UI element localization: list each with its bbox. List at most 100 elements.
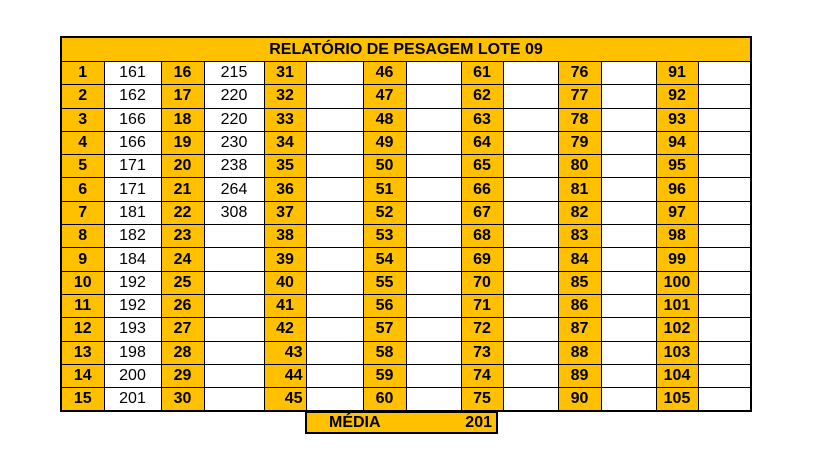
weight-cell[interactable]: 192 [103, 293, 162, 319]
weight-cell[interactable] [600, 293, 657, 319]
weight-cell[interactable] [405, 130, 462, 156]
weight-cell[interactable] [203, 293, 265, 319]
weight-cell[interactable] [697, 317, 752, 342]
weight-cell[interactable]: 230 [203, 130, 265, 156]
weight-cell[interactable] [600, 224, 657, 249]
weight-cell[interactable] [305, 130, 364, 156]
weight-cell[interactable] [502, 293, 559, 319]
weight-cell[interactable] [697, 247, 752, 272]
weight-cell[interactable] [697, 107, 752, 132]
weight-cell[interactable] [600, 247, 657, 272]
weight-cell[interactable]: 220 [203, 107, 265, 132]
weight-cell[interactable]: 264 [203, 177, 265, 202]
weight-cell[interactable] [600, 340, 657, 365]
weight-cell[interactable] [502, 107, 559, 132]
weight-cell[interactable] [502, 224, 559, 249]
weight-cell[interactable]: 238 [203, 154, 265, 179]
weight-cell[interactable] [600, 177, 657, 202]
weight-cell[interactable] [697, 224, 752, 249]
weight-cell[interactable] [697, 387, 752, 412]
weight-cell[interactable] [600, 130, 657, 156]
weight-cell[interactable] [600, 270, 657, 295]
weight-cell[interactable] [305, 200, 364, 226]
weight-cell[interactable]: 220 [203, 84, 265, 109]
weight-cell[interactable]: 184 [103, 247, 162, 272]
weight-cell[interactable]: 215 [203, 60, 265, 86]
weight-cell[interactable]: 162 [103, 84, 162, 109]
weight-cell[interactable] [405, 293, 462, 319]
weight-cell[interactable] [697, 177, 752, 202]
weight-cell[interactable] [600, 387, 657, 412]
weight-cell[interactable] [502, 200, 559, 226]
weight-cell[interactable] [502, 154, 559, 179]
weight-cell[interactable] [697, 340, 752, 365]
weight-cell[interactable] [305, 177, 364, 202]
weight-cell[interactable]: 181 [103, 200, 162, 226]
weight-cell[interactable] [405, 363, 462, 389]
weight-cell[interactable] [405, 154, 462, 179]
weight-cell[interactable] [600, 317, 657, 342]
weight-cell[interactable] [405, 107, 462, 132]
weight-cell[interactable] [600, 60, 657, 86]
weight-cell[interactable] [305, 363, 364, 389]
weight-cell[interactable] [305, 224, 364, 249]
weight-cell[interactable] [405, 84, 462, 109]
weight-cell[interactable] [697, 60, 752, 86]
weight-cell[interactable] [502, 340, 559, 365]
weight-cell[interactable]: 161 [103, 60, 162, 86]
weight-cell[interactable] [502, 270, 559, 295]
weight-cell[interactable] [405, 200, 462, 226]
weight-cell[interactable] [405, 177, 462, 202]
weight-cell[interactable]: 198 [103, 340, 162, 365]
weight-cell[interactable]: 166 [103, 107, 162, 132]
weight-cell[interactable]: 201 [103, 387, 162, 412]
weight-cell[interactable]: 171 [103, 177, 162, 202]
weight-cell[interactable] [502, 130, 559, 156]
weight-cell[interactable]: 192 [103, 270, 162, 295]
weight-cell[interactable] [305, 107, 364, 132]
weight-cell[interactable] [203, 224, 265, 249]
weight-cell[interactable] [697, 363, 752, 389]
weight-cell[interactable]: 182 [103, 224, 162, 249]
weight-cell[interactable] [305, 387, 364, 412]
weight-cell[interactable] [502, 247, 559, 272]
weight-cell[interactable] [203, 317, 265, 342]
weight-cell[interactable] [305, 60, 364, 86]
weight-cell[interactable] [305, 154, 364, 179]
weight-cell[interactable] [600, 200, 657, 226]
weight-cell[interactable] [697, 270, 752, 295]
weight-cell[interactable] [697, 154, 752, 179]
weight-cell[interactable]: 171 [103, 154, 162, 179]
weight-cell[interactable] [305, 340, 364, 365]
weight-cell[interactable] [502, 317, 559, 342]
weight-cell[interactable] [600, 154, 657, 179]
weight-cell[interactable] [203, 363, 265, 389]
weight-cell[interactable] [405, 317, 462, 342]
weight-cell[interactable] [305, 270, 364, 295]
weight-cell[interactable] [502, 84, 559, 109]
weight-cell[interactable] [697, 200, 752, 226]
weight-cell[interactable]: 193 [103, 317, 162, 342]
weight-cell[interactable] [405, 247, 462, 272]
weight-cell[interactable] [405, 387, 462, 412]
weight-cell[interactable] [305, 317, 364, 342]
weight-cell[interactable] [502, 363, 559, 389]
weight-cell[interactable] [305, 84, 364, 109]
weight-cell[interactable] [305, 293, 364, 319]
weight-cell[interactable]: 166 [103, 130, 162, 156]
weight-cell[interactable]: 200 [103, 363, 162, 389]
weight-cell[interactable] [305, 247, 364, 272]
weight-cell[interactable] [502, 177, 559, 202]
weight-cell[interactable] [697, 84, 752, 109]
weight-cell[interactable] [697, 293, 752, 319]
weight-cell[interactable] [697, 130, 752, 156]
weight-cell[interactable] [405, 270, 462, 295]
weight-cell[interactable] [203, 247, 265, 272]
weight-cell[interactable] [502, 387, 559, 412]
weight-cell[interactable] [600, 363, 657, 389]
weight-cell[interactable]: 308 [203, 200, 265, 226]
weight-cell[interactable] [600, 84, 657, 109]
weight-cell[interactable] [203, 340, 265, 365]
weight-cell[interactable] [405, 224, 462, 249]
weight-cell[interactable] [203, 387, 265, 412]
